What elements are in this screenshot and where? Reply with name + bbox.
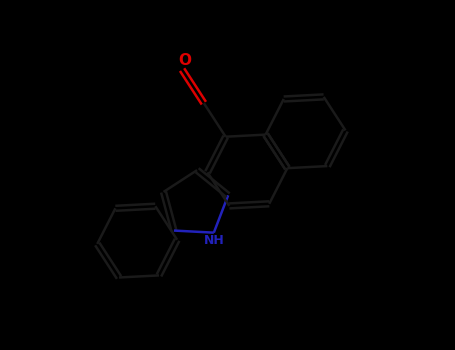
Text: NH: NH xyxy=(203,234,224,247)
Text: O: O xyxy=(178,53,191,68)
